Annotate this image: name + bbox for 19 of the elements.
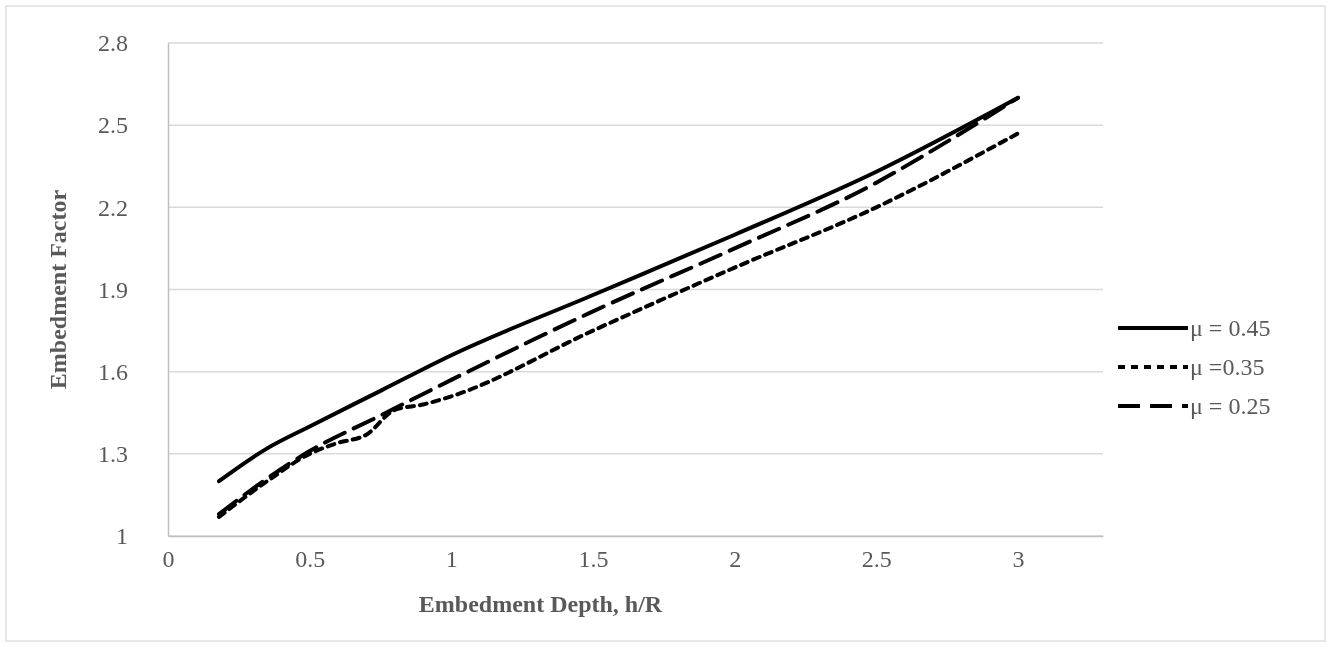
y-axis-title: Embedment Factor xyxy=(45,189,71,390)
y-tick-label: 1.9 xyxy=(98,276,128,303)
y-tick-label: 1.6 xyxy=(98,358,128,385)
x-tick-label: 1.5 xyxy=(578,546,609,573)
x-tick-label: 2 xyxy=(729,546,742,573)
y-tick-label: 1.3 xyxy=(98,441,128,468)
y-tick-label: 1 xyxy=(116,523,128,550)
legend-label: μ =0.35 xyxy=(1190,354,1265,380)
y-tick-label: 2.8 xyxy=(98,30,128,57)
x-tick-label: 1 xyxy=(445,546,458,573)
x-tick-label: 3 xyxy=(1012,546,1025,573)
y-tick-label: 2.2 xyxy=(98,194,128,221)
x-tick-label: 0 xyxy=(162,546,175,573)
legend-label: μ = 0.25 xyxy=(1190,393,1271,419)
y-tick-label: 2.5 xyxy=(98,112,128,139)
x-tick-label: 0.5 xyxy=(295,546,326,573)
x-tick-label: 2.5 xyxy=(861,546,892,573)
x-axis-title: Embedment Depth, h/R xyxy=(418,591,663,617)
legend-label: μ = 0.45 xyxy=(1190,315,1271,341)
